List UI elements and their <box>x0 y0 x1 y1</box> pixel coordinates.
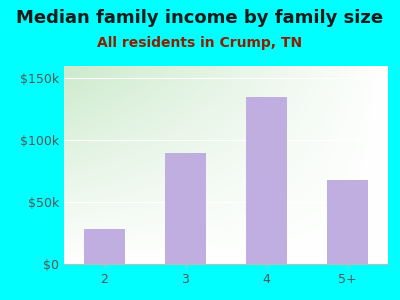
Bar <box>246 97 287 264</box>
Text: All residents in Crump, TN: All residents in Crump, TN <box>98 36 302 50</box>
Bar <box>84 229 125 264</box>
Bar <box>327 180 368 264</box>
Text: Median family income by family size: Median family income by family size <box>16 9 384 27</box>
Bar <box>165 153 206 264</box>
